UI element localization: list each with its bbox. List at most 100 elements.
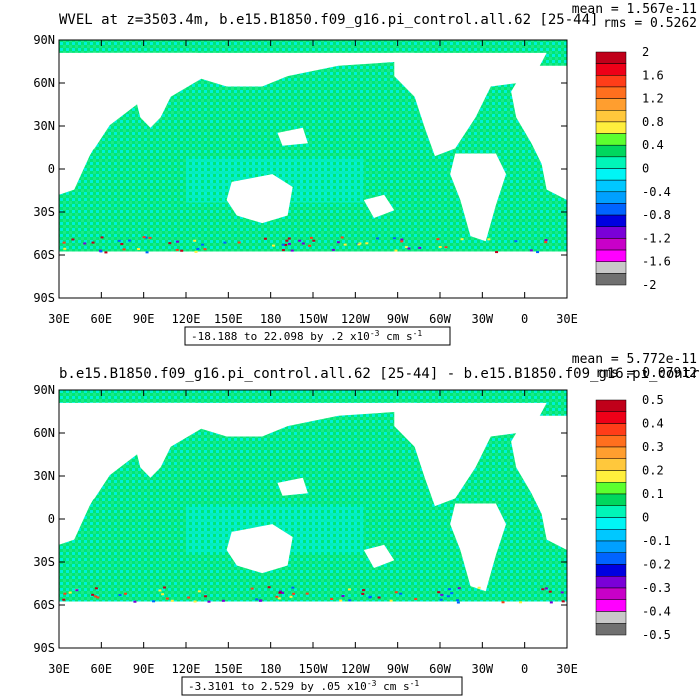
colorbar-box — [595, 599, 627, 612]
colorbar-box — [595, 552, 627, 565]
panel-top-x-ticks: 30E 60E 90E 120E 150E 180 150W 120W 90W 60W 30W 0 30… — [48, 40, 578, 326]
panel-bottom-title: b.e15.B1850.f09_g16.pi_control.all.62 [2… — [59, 366, 700, 382]
panel-bottom-mean: mean = 5.772e-11 — [572, 352, 697, 367]
colorbar-box — [595, 623, 627, 636]
colorbar-label: -1.2 — [642, 231, 671, 245]
y-tick-label: 30N — [33, 469, 55, 483]
extreme-speckles — [62, 236, 548, 254]
x-tick-label: 30E — [48, 312, 70, 326]
panel-bottom-unit: cm s — [376, 680, 409, 693]
colorbar-label: -0.4 — [642, 605, 671, 619]
colorbar-box — [595, 75, 627, 88]
colorbar-label: -0.1 — [642, 534, 671, 548]
panel-top-mean: mean = 1.567e-11 — [572, 2, 697, 17]
x-tick-label: 180 — [260, 662, 282, 676]
x-tick-label: 0 — [521, 312, 528, 326]
x-tick-label: 60E — [90, 312, 112, 326]
colorbar-label: 0.1 — [642, 487, 664, 501]
colorbar-box — [595, 86, 627, 99]
y-tick-label: 60S — [33, 598, 55, 612]
panel-bottom-x-ticks: 30E 60E 90E 120E 150E 180 150W 120W 90W 60W 30W 0 30… — [48, 390, 578, 676]
panel-bottom-range-box: -3.3101 to 2.529 by .05 x10-3 cm s-1 — [181, 676, 463, 696]
colorbar-box — [595, 63, 627, 76]
x-tick-label: 0 — [521, 662, 528, 676]
colorbar-box — [595, 203, 627, 216]
y-tick-label: 90S — [33, 641, 55, 655]
y-tick-label: 90N — [33, 383, 55, 397]
colorbar-label: 0.4 — [642, 138, 664, 152]
colorbar-label: 0.3 — [642, 440, 664, 454]
colorbar-box — [595, 98, 627, 111]
panel-top-unit: cm s — [379, 330, 412, 343]
svg-text:-18.188 to 22.098 by .2 x10-3: -18.188 to 22.098 by .2 x10-3 cm s-1 — [191, 329, 422, 343]
colorbar-label: 0.5 — [642, 393, 664, 407]
colorbar-box — [595, 540, 627, 553]
x-tick-label: 60W — [429, 312, 451, 326]
y-tick-label: 30N — [33, 119, 55, 133]
colorbar-box — [595, 423, 627, 436]
colorbar-label: -0.2 — [642, 558, 671, 572]
panel-bottom: b.e15.B1850.f09_g16.pi_control.all.62 [2… — [33, 352, 700, 696]
colorbar-label: -0.4 — [642, 185, 671, 199]
panel-bottom-colorbar: 0.5 0.4 0.3 0.2 0.1 0 -0.1 -0.2 -0.3 -0.4 -0.5 — [595, 393, 671, 642]
colorbar-box — [595, 110, 627, 123]
panel-top-range-box: -18.188 to 22.098 by .2 x10-3 cm s-1 — [184, 326, 451, 346]
panel-top-map — [58, 39, 568, 299]
colorbar-label: -1.6 — [642, 255, 671, 269]
x-tick-label: 90W — [387, 312, 409, 326]
colorbar-box — [595, 517, 627, 530]
x-tick-label: 30E — [48, 662, 70, 676]
svg-text:-3.3101 to 2.529 by .05 x10-3: -3.3101 to 2.529 by .05 x10-3 cm s-1 — [188, 679, 419, 693]
colorbar-label: 2 — [642, 45, 649, 59]
x-tick-label: 150W — [299, 662, 329, 676]
extreme-speckles — [62, 586, 565, 604]
colorbar-box — [595, 446, 627, 459]
x-tick-label: 120W — [341, 662, 371, 676]
colorbar-box — [595, 564, 627, 577]
colorbar-box — [595, 482, 627, 495]
panel-top: WVEL at z=3503.4m, b.e15.B1850.f09_g16.p… — [33, 2, 697, 346]
colorbar-label: 0 — [642, 511, 649, 525]
panel-top-range: -18.188 to 22.098 by .2 x10 — [191, 330, 370, 343]
y-tick-label: 0 — [48, 162, 55, 176]
y-tick-label: 60N — [33, 76, 55, 90]
colorbar-box — [595, 261, 627, 274]
y-tick-label: 0 — [48, 512, 55, 526]
x-tick-label: 120W — [341, 312, 371, 326]
x-tick-label: 150E — [214, 312, 243, 326]
x-tick-label: 90E — [133, 312, 155, 326]
colorbar-box — [595, 226, 627, 239]
colorbar-box — [595, 214, 627, 228]
colorbar-box — [595, 505, 627, 518]
colorbar-label: -0.5 — [642, 628, 671, 642]
x-tick-label: 120E — [172, 312, 201, 326]
panel-bottom-range: -3.3101 to 2.529 by .05 x10 — [188, 680, 367, 693]
colorbar-box — [595, 273, 627, 286]
colorbar-label: -0.8 — [642, 208, 671, 222]
colorbar-label: 1.6 — [642, 68, 664, 82]
panel-top-title: WVEL at z=3503.4m, b.e15.B1850.f09_g16.p… — [59, 12, 598, 28]
x-tick-label: 60W — [429, 662, 451, 676]
y-tick-label: 90S — [33, 291, 55, 305]
x-tick-label: 30E — [556, 662, 578, 676]
x-tick-label: 30W — [471, 312, 493, 326]
land-mask — [59, 402, 567, 648]
colorbar-label: -2 — [642, 278, 656, 292]
colorbar-label: -0.3 — [642, 581, 671, 595]
panel-bottom-y-ticks: 90N 60N 30N 0 30S 60S 90S — [33, 383, 567, 655]
colorbar-box — [595, 168, 627, 181]
colorbar-label: 0.4 — [642, 417, 664, 431]
colorbar-box — [595, 121, 627, 134]
colorbar-box — [595, 238, 627, 251]
colorbar-label: 0 — [642, 162, 649, 176]
panel-bottom-rms: rms = 0.07912 — [595, 366, 697, 381]
colorbar-box — [595, 493, 627, 506]
colorbar-box — [595, 144, 627, 158]
y-tick-label: 60N — [33, 426, 55, 440]
y-tick-label: 90N — [33, 33, 55, 47]
colorbar-box — [595, 179, 627, 193]
colorbar-box — [595, 51, 627, 64]
land-mask — [59, 52, 567, 298]
y-tick-label: 60S — [33, 248, 55, 262]
